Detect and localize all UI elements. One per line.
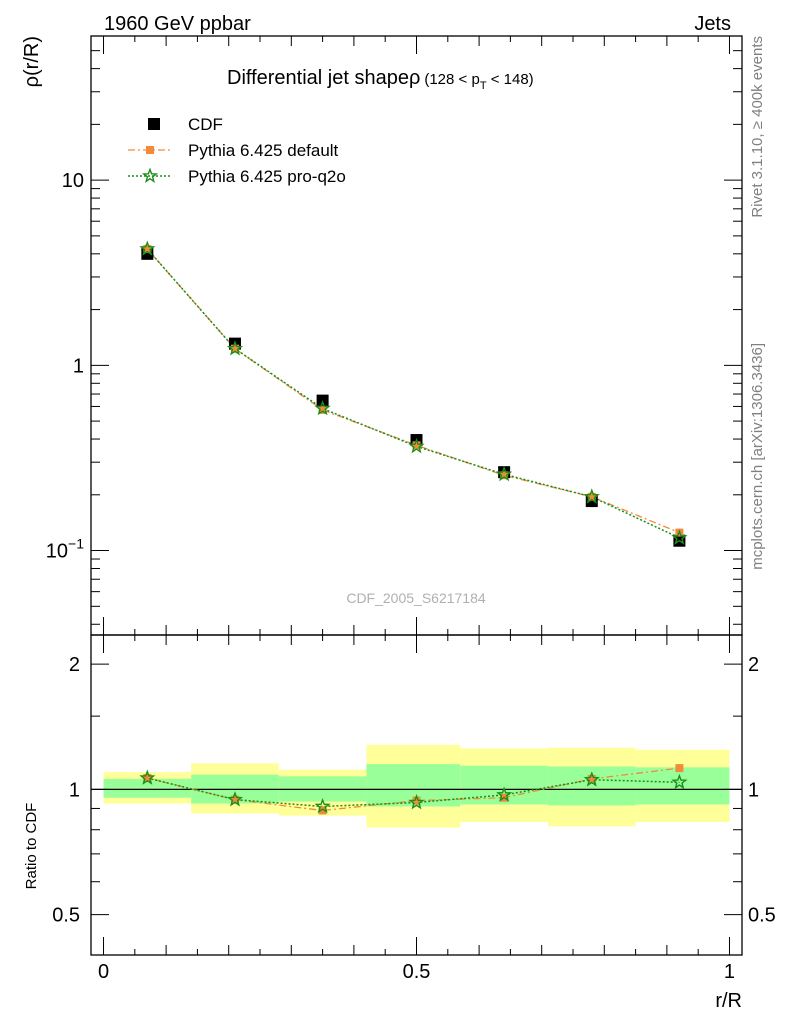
ratio-default-point [412,796,421,805]
y-tick-label: 10 [62,170,84,192]
x-tick-label: 1 [724,961,735,983]
default-point [412,441,421,450]
proq2o-point [496,465,513,482]
default-point [587,492,596,501]
legend-label-default: Pythia 6.425 default [188,141,339,160]
mcplots-label: mcplots.cern.ch [arXiv:1306.3436] [749,343,766,570]
ratio-panel-series [139,764,688,815]
ratio-proq2o-point [139,769,156,785]
proq2o-point [583,488,600,504]
default-point [500,471,509,480]
proq2o-point [139,240,156,256]
x-tick-label: 0.5 [403,961,431,983]
default-point [230,344,239,353]
ratio-tick-label: 0.5 [52,905,80,927]
ratio-default-point [143,774,152,783]
ratio-tick-label-right: 0.5 [748,905,776,927]
default-point [143,244,152,253]
legend-label-cdf: CDF [188,115,223,134]
chart-title: Differential jet shapeρ (128 < pT < 148) [227,67,534,92]
ratio-proq2o-point [314,798,331,814]
legend-marker-default [146,146,154,154]
legend-marker-cdf [148,118,160,130]
header-category: Jets [694,13,731,35]
x-axis-title: r/R [715,990,742,1012]
ratio-default-point [587,774,596,783]
ratio-proq2o-point [496,786,513,802]
ratio-tick-label-right: 2 [748,654,759,676]
ratio-tick-label: 2 [69,654,80,676]
legend-label-proq2o: Pythia 6.425 pro-q2o [188,167,346,186]
ratio-proq2o-point [226,791,244,807]
proq2o-point [408,437,425,454]
ratio-proq2o-point [671,773,688,790]
y-axis-title-top: ρ(r/R) [21,36,43,87]
proq2o-point [226,340,244,356]
default-point [318,405,327,414]
top-panel-series [139,240,688,547]
series-line-default [146,248,680,534]
ratio-default-point [318,806,327,815]
axis-ticks [91,35,742,955]
legend: CDF Pythia 6.425 default Pythia 6.425 pr… [128,115,346,186]
cdf-point [141,247,154,260]
series-line-proq2o [146,248,680,539]
ratio-proq2o-point [408,793,425,810]
header-energy: 1960 GeV ppbar [104,13,251,35]
analysis-watermark: CDF_2005_S6217184 [346,590,486,606]
ratio-proq2o-point [583,771,600,787]
ratio-tick-label-right: 1 [748,779,759,801]
y-tick-label: 10−1 [46,536,84,563]
ratio-band-inner [103,778,192,798]
ratio-bands [103,744,730,828]
ratio-tick-label: 1 [69,779,80,801]
rivet-label: Rivet 3.1.10, ≥ 400k events [749,36,766,218]
x-tick-label: 0 [98,961,109,983]
y-tick-label: 1 [73,355,84,377]
ratio-default-point [230,795,239,804]
proq2o-point [671,529,688,545]
legend-marker-proq2o [141,167,159,183]
proq2o-point [314,399,331,416]
y-axis-title-ratio: Ratio to CDF [23,803,40,890]
tick-labels: 10 1 10−1 2 2 1 1 0.5 0.5 0 0.5 1 [46,170,776,983]
